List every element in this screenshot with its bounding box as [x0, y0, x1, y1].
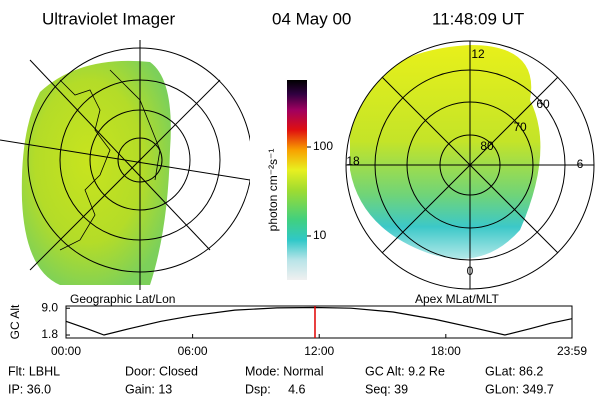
info-field: Dsp: 4.6: [245, 382, 305, 396]
colorbar: [287, 80, 307, 280]
info-field: Mode: Normal: [245, 364, 324, 378]
info-field: Gain: 13: [125, 382, 172, 396]
x-tick-label: 23:59: [557, 344, 587, 358]
x-tick-label: 12:00: [304, 344, 334, 358]
colorbar-tick-label: 10: [313, 228, 327, 242]
x-tick-label: 18:00: [431, 344, 461, 358]
right-map-label: Apex MLat/MLT: [415, 292, 499, 306]
y-tick-label: 1.8: [41, 327, 58, 341]
left-map-label: Geographic Lat/Lon: [70, 292, 175, 306]
info-field: Door: Closed: [125, 364, 198, 378]
mlt-label: 12: [471, 47, 485, 61]
alt-line: [65, 306, 573, 336]
info-field: Seq: 39: [365, 382, 408, 396]
title: Ultraviolet Imager: [42, 9, 176, 28]
y-tick-label: 9.0: [41, 300, 58, 314]
colorbar-tick-label: 100: [313, 139, 333, 153]
y-axis-label: GC Alt: [8, 304, 22, 339]
date: 04 May 00: [272, 9, 351, 28]
mlt-label: 6: [577, 157, 584, 171]
time: 11:48:09 UT: [432, 9, 524, 28]
info-panel: Flt: LBHL Door: Closed Mode: Normal GC Alt:…: [8, 364, 554, 396]
x-tick-label: 00:00: [51, 344, 81, 358]
geo-map: [0, 40, 250, 290]
mlt-label: 0: [467, 264, 474, 278]
info-field: Flt: LBHL: [8, 364, 60, 378]
info-field: GC Alt: 9.2 Re: [365, 364, 445, 378]
colorbar-label: photon cm⁻²s⁻¹: [266, 149, 280, 232]
mlt-label: 18: [346, 154, 360, 168]
lat-label: 60: [536, 97, 550, 111]
lat-label: 80: [480, 139, 494, 153]
lat-label: 70: [513, 120, 527, 134]
info-field: GLon: 349.7: [485, 382, 554, 396]
info-field: IP: 36.0: [8, 382, 51, 396]
mag-map: [345, 40, 595, 290]
x-tick-label: 06:00: [178, 344, 208, 358]
info-field: GLat: 86.2: [485, 364, 543, 378]
